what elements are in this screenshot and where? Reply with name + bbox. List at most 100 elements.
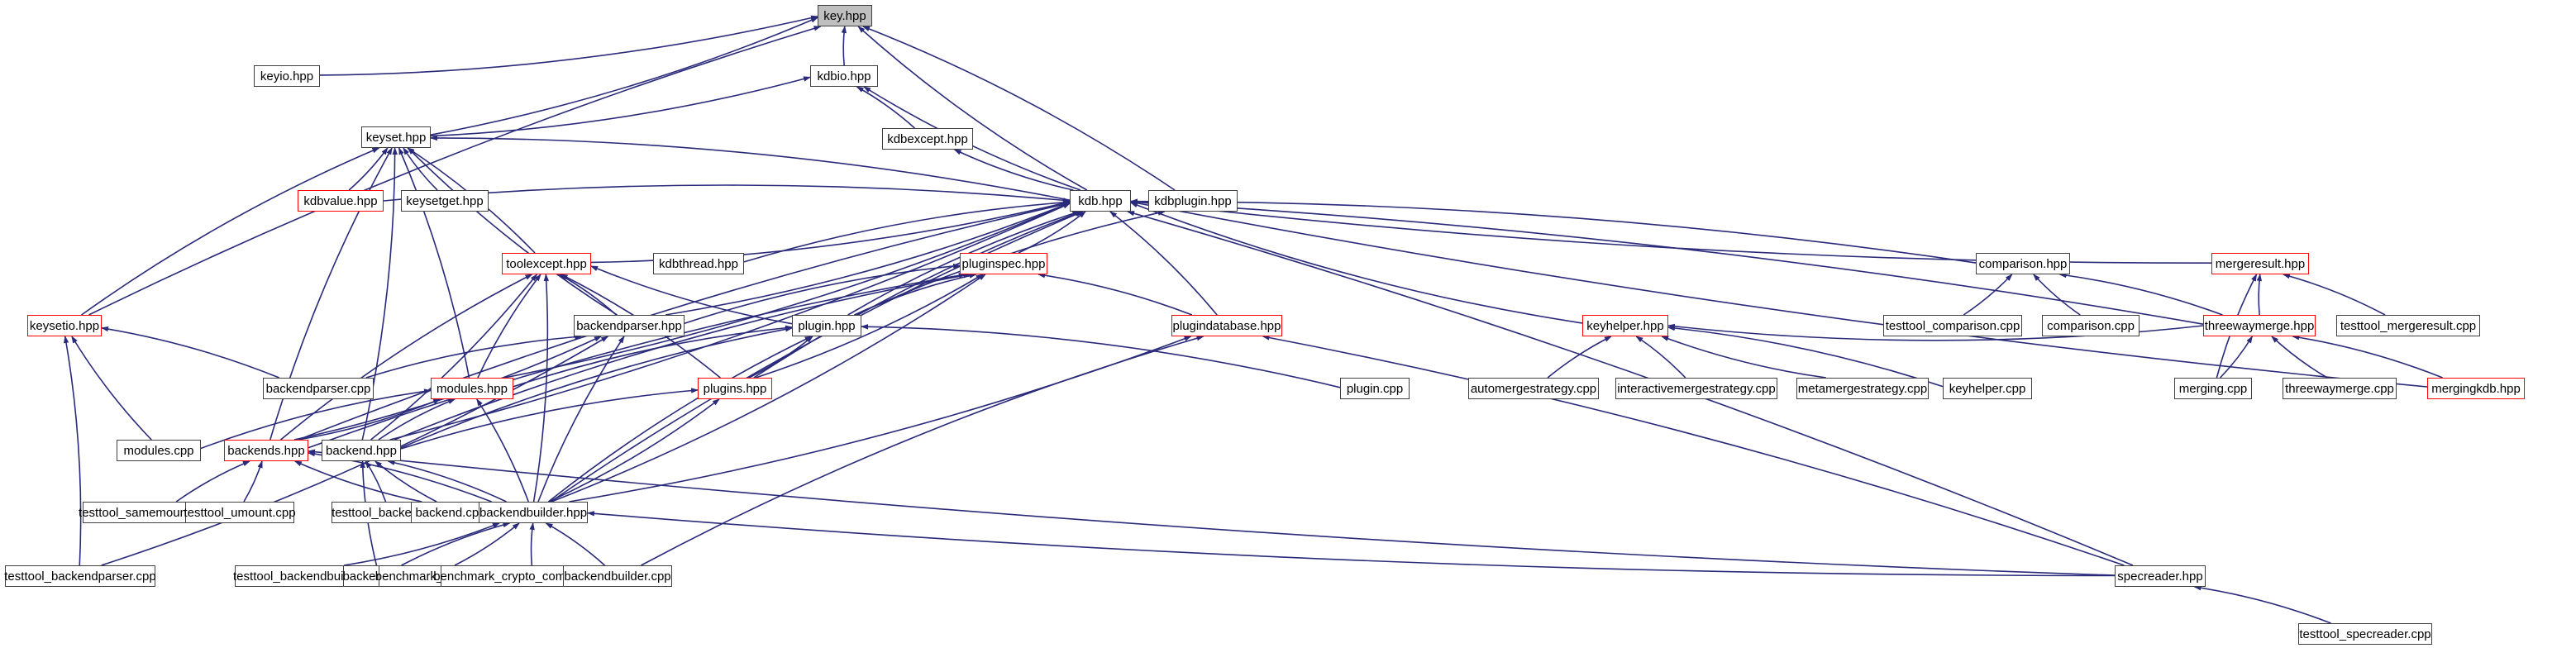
graph-node-keyhelper_h[interactable]: keyhelper.hpp: [1582, 315, 1668, 336]
graph-edge: [569, 336, 1192, 503]
graph-node-metamergestrategy[interactable]: metamergestrategy.cpp: [1796, 378, 1929, 399]
graph-node-testtool_comparison[interactable]: testtool_comparison.cpp: [1883, 315, 2022, 336]
graph-node-label: testtool_mergeresult.cpp: [2340, 318, 2477, 333]
graph-node-pluginspec[interactable]: pluginspec.hpp: [960, 253, 1047, 274]
graph-edge: [753, 211, 1083, 379]
graph-edge: [2292, 335, 2443, 379]
graph-edge: [537, 336, 625, 503]
graph-node-testtool_mergeresult[interactable]: testtool_mergeresult.cpp: [2336, 315, 2480, 336]
graph-node-kdb[interactable]: kdb.hpp: [1070, 190, 1131, 212]
graph-node-label: keyio.hpp: [260, 69, 314, 83]
graph-node-label: keysetget.hpp: [406, 193, 484, 208]
graph-node-backendbuilder_h[interactable]: backendbuilder.hpp: [479, 502, 588, 523]
graph-node-label: keyhelper.cpp: [1949, 381, 2026, 396]
graph-node-modules_h[interactable]: modules.hpp: [431, 378, 513, 399]
graph-node-label: mergingkdb.hpp: [2431, 381, 2521, 396]
graph-node-label: modules.cpp: [123, 443, 194, 458]
graph-node-label: mergeresult.hpp: [2215, 256, 2306, 271]
graph-node-interactivemergestrategy[interactable]: interactivemergestrategy.cpp: [1615, 378, 1777, 399]
graph-node-key[interactable]: key.hpp: [818, 5, 872, 26]
graph-node-testtool_umount[interactable]: testtool_umount.cpp: [184, 502, 296, 523]
graph-edge: [856, 86, 915, 129]
graph-node-plugin_c[interactable]: plugin.cpp: [1340, 378, 1410, 399]
graph-edge: [430, 17, 818, 136]
graph-node-label: interactivemergestrategy.cpp: [1617, 381, 1776, 396]
graph-node-plugindatabase[interactable]: plugindatabase.hpp: [1171, 315, 1282, 336]
graph-edge: [641, 336, 1205, 566]
graph-node-keysetget[interactable]: keysetget.hpp: [401, 190, 489, 212]
graph-node-plugins_h[interactable]: plugins.hpp: [698, 378, 772, 399]
graph-node-backendparser_h[interactable]: backendparser.hpp: [574, 315, 685, 336]
graph-edge: [2282, 274, 2386, 316]
graph-node-label: plugin.hpp: [798, 318, 856, 333]
graph-node-modules_c[interactable]: modules.cpp: [117, 440, 201, 461]
graph-node-automergestrategy[interactable]: automergestrategy.cpp: [1468, 378, 1599, 399]
graph-node-testtool_specreader[interactable]: testtool_specreader.cpp: [2298, 623, 2432, 645]
graph-node-label: kdbthread.hpp: [659, 256, 738, 271]
graph-edge: [365, 460, 387, 503]
graph-node-kdbexcept[interactable]: kdbexcept.hpp: [882, 128, 973, 150]
graph-node-label: testtool_comparison.cpp: [1885, 318, 2020, 333]
graph-edge: [1262, 335, 2125, 566]
graph-node-label: automergestrategy.cpp: [1470, 381, 1597, 396]
graph-node-label: keyset.hpp: [365, 130, 427, 145]
graph-edge: [1547, 336, 1612, 379]
graph-node-kdbvalue[interactable]: kdbvalue.hpp: [298, 190, 384, 212]
graph-node-label: threewaymerge.hpp: [2204, 318, 2315, 333]
graph-edge: [343, 522, 500, 566]
graph-node-label: keysetio.hpp: [29, 318, 100, 333]
graph-node-label: specreader.hpp: [2117, 569, 2203, 584]
graph-node-keysetio[interactable]: keysetio.hpp: [27, 315, 102, 336]
graph-edge: [532, 274, 550, 503]
graph-node-label: kdbplugin.hpp: [1154, 193, 1232, 208]
graph-edge: [308, 273, 966, 449]
graph-node-label: backendbuilder.cpp: [564, 569, 671, 584]
graph-node-label: keyhelper.hpp: [1586, 318, 1664, 333]
graph-node-kdbplugin[interactable]: kdbplugin.hpp: [1148, 190, 1238, 212]
graph-edge: [1963, 274, 2013, 316]
graph-edge: [558, 274, 617, 316]
graph-edge: [504, 202, 1071, 379]
graph-edge: [81, 147, 380, 316]
graph-node-comparison_h[interactable]: comparison.hpp: [1976, 253, 2070, 274]
graph-node-mergeresult_h[interactable]: mergeresult.hpp: [2211, 253, 2309, 274]
graph-edge: [548, 398, 720, 503]
graph-node-backends_h[interactable]: backends.hpp: [224, 440, 308, 461]
graph-edge: [841, 26, 847, 66]
graph-edge: [1130, 198, 1977, 264]
graph-edge: [857, 26, 1088, 191]
graph-node-kdbthread[interactable]: kdbthread.hpp: [653, 253, 744, 274]
graph-edge: [374, 460, 437, 503]
graph-node-backendbuilder_c[interactable]: backendbuilder.cpp: [563, 565, 672, 587]
graph-node-comparison_c[interactable]: comparison.cpp: [2042, 315, 2140, 336]
graph-node-keyio[interactable]: keyio.hpp: [254, 65, 320, 87]
graph-node-backend_h[interactable]: backend.hpp: [322, 440, 401, 461]
graph-node-label: backend.hpp: [326, 443, 397, 458]
graph-edge: [755, 274, 984, 379]
graph-node-label: key.hpp: [823, 8, 866, 23]
graph-node-threewaymerge_c[interactable]: threewaymerge.cpp: [2283, 378, 2397, 399]
graph-node-merging_c[interactable]: merging.cpp: [2174, 378, 2252, 399]
graph-edge: [394, 273, 971, 441]
graph-node-threewaymerge_h[interactable]: threewaymerge.hpp: [2203, 315, 2316, 336]
graph-edge: [71, 336, 152, 441]
graph-node-mergingkdb_h[interactable]: mergingkdb.hpp: [2427, 378, 2525, 399]
graph-node-kdbio[interactable]: kdbio.hpp: [810, 65, 878, 87]
graph-node-label: backendparser.cpp: [265, 381, 371, 396]
graph-edge: [1018, 211, 1086, 254]
graph-node-label: kdbio.hpp: [817, 69, 871, 83]
graph-node-keyhelper_c[interactable]: keyhelper.cpp: [1943, 378, 2032, 399]
graph-node-plugin_h[interactable]: plugin.hpp: [792, 315, 861, 336]
graph-edge: [2256, 274, 2263, 316]
graph-node-label: testtool_umount.cpp: [184, 505, 296, 520]
graph-node-keyset[interactable]: keyset.hpp: [361, 126, 431, 148]
graph-node-testtool_backendparser[interactable]: testtool_backendparser.cpp: [4, 565, 156, 587]
graph-node-backendparser_c[interactable]: backendparser.cpp: [263, 378, 374, 399]
graph-edge: [293, 460, 422, 503]
graph-node-specreader_h[interactable]: specreader.hpp: [2115, 565, 2206, 587]
graph-node-label: kdb.hpp: [1078, 193, 1123, 208]
graph-edge: [477, 274, 541, 379]
graph-node-label: plugin.cpp: [1346, 381, 1404, 396]
graph-node-toolexcept[interactable]: toolexcept.hpp: [502, 253, 591, 274]
graph-edge: [319, 15, 818, 76]
